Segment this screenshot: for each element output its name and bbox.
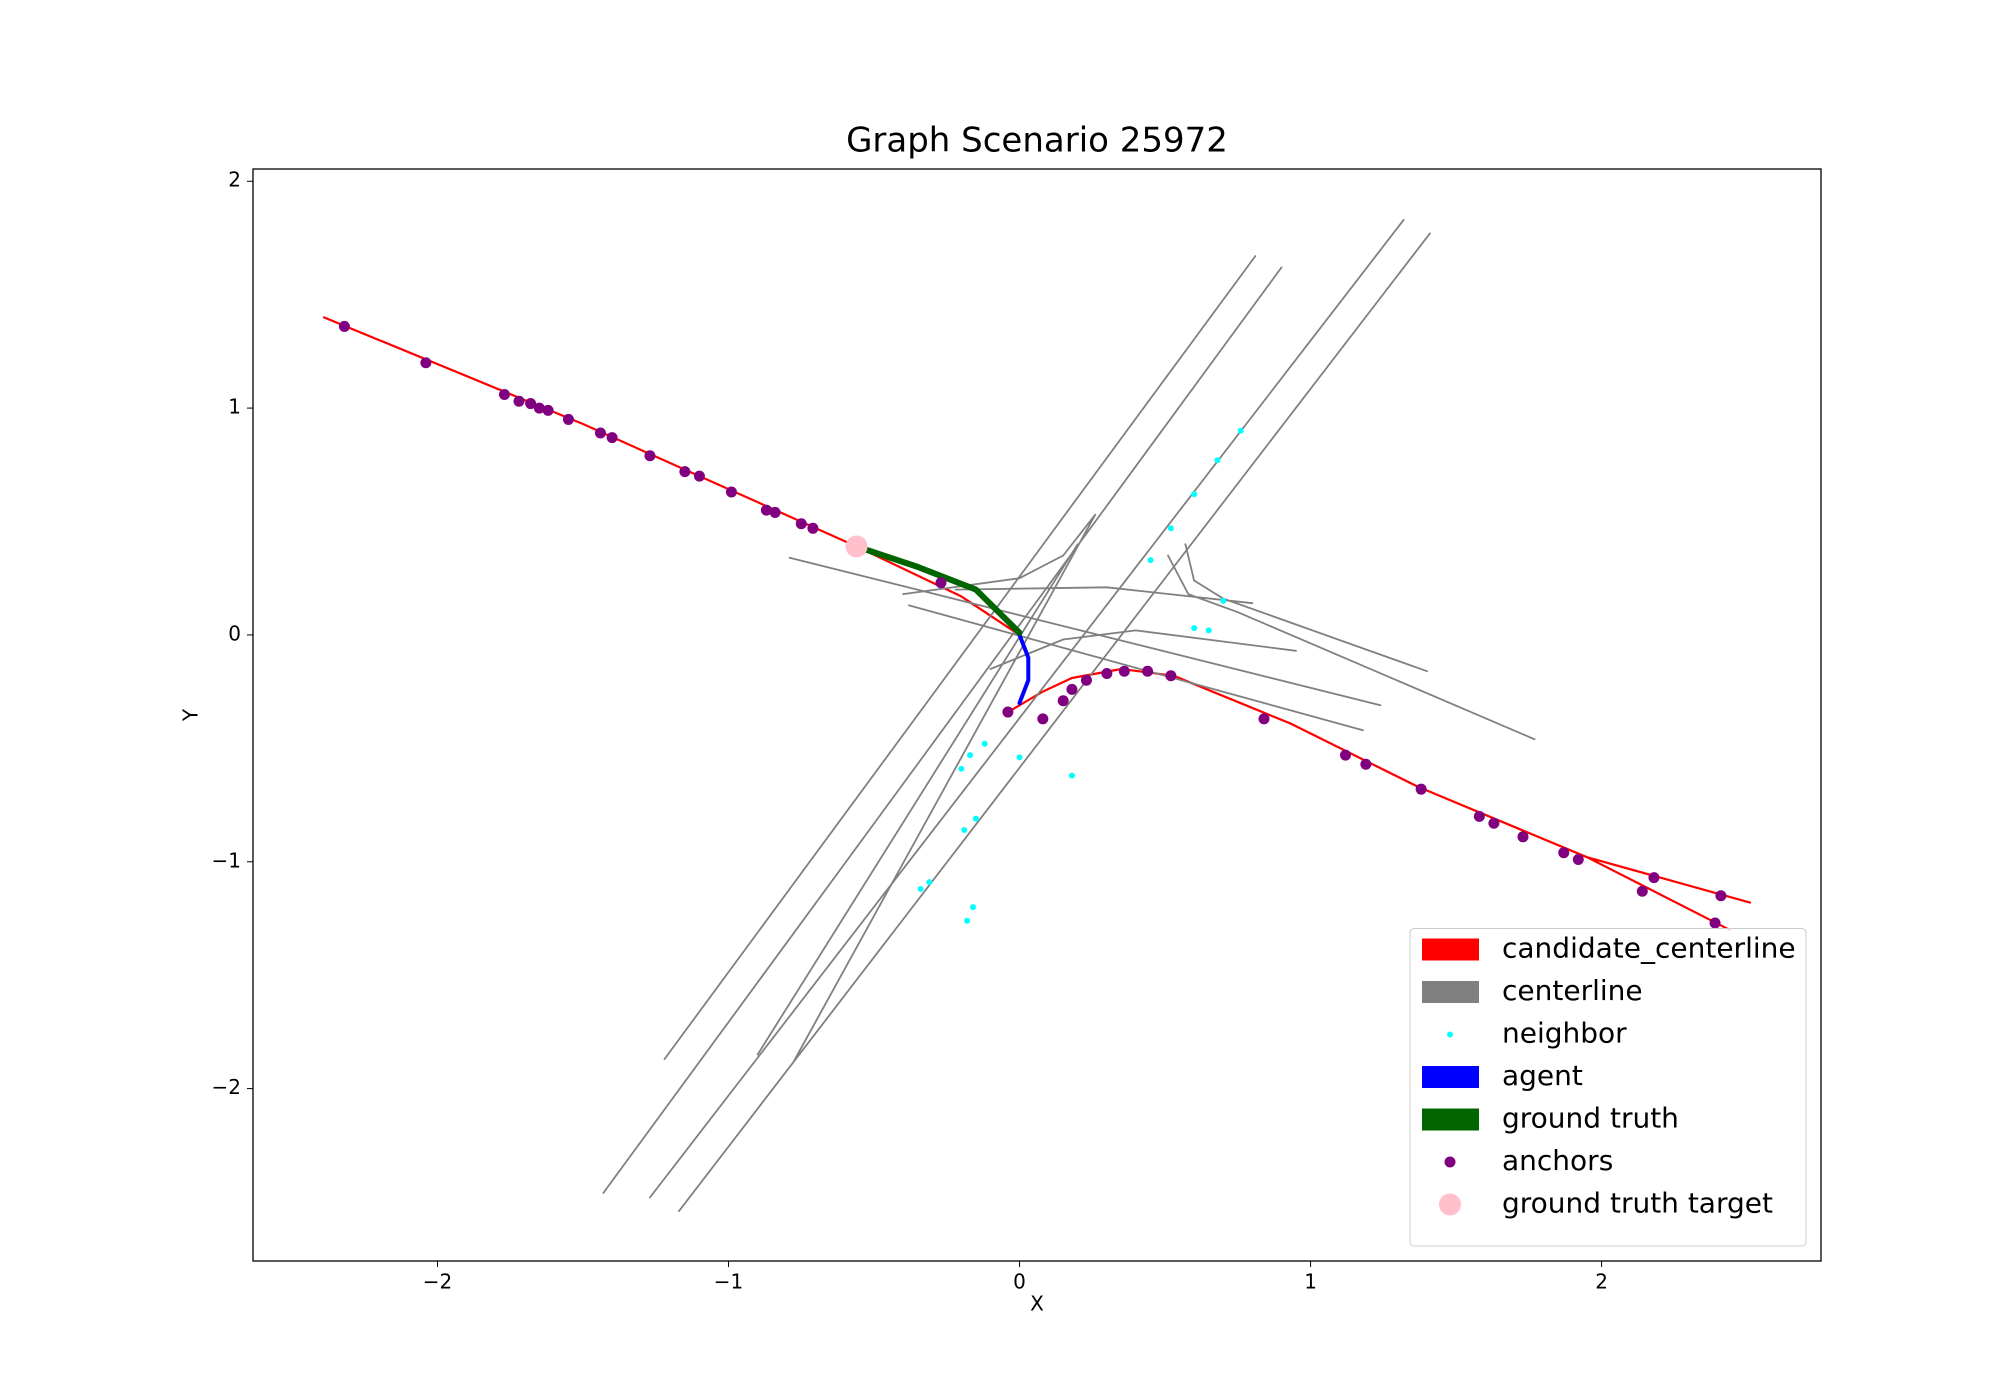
point xyxy=(1142,665,1154,677)
plot-area xyxy=(322,218,1752,1212)
point xyxy=(1037,713,1049,725)
y-tick-label: −2 xyxy=(212,1075,241,1099)
point xyxy=(969,904,976,911)
point xyxy=(972,815,979,822)
legend-swatch xyxy=(1422,938,1479,961)
point xyxy=(1517,831,1529,843)
point xyxy=(513,395,525,407)
point xyxy=(338,320,350,332)
point xyxy=(1648,872,1660,884)
point xyxy=(1002,706,1014,718)
x-tick-label: 2 xyxy=(1595,1270,1608,1294)
y-tick-label: −1 xyxy=(212,848,241,872)
point xyxy=(1205,627,1212,634)
point xyxy=(1258,713,1270,725)
point xyxy=(1057,695,1069,707)
x-tick-label: −2 xyxy=(423,1270,452,1294)
point xyxy=(1191,491,1198,498)
point xyxy=(1636,885,1648,897)
point xyxy=(926,879,933,886)
point xyxy=(1415,783,1427,795)
point xyxy=(1147,557,1154,564)
point xyxy=(917,885,924,892)
legend-box xyxy=(1409,928,1807,1247)
point xyxy=(807,522,819,534)
point xyxy=(1360,758,1372,770)
legend-label: ground truth xyxy=(1502,1102,1679,1135)
point xyxy=(760,504,772,516)
point xyxy=(533,402,545,414)
x-tick-label: −1 xyxy=(714,1270,743,1294)
legend-marker xyxy=(1447,1031,1453,1038)
legend-label: agent xyxy=(1502,1059,1583,1092)
point xyxy=(1220,597,1227,604)
legend-label: centerline xyxy=(1502,974,1643,1007)
point xyxy=(1016,754,1023,761)
y-tick-label: 2 xyxy=(228,168,241,192)
point xyxy=(1339,749,1351,761)
x-tick-label: 0 xyxy=(1013,1270,1026,1294)
point xyxy=(981,740,988,747)
legend-swatch xyxy=(1422,1108,1479,1131)
y-tick-label: 1 xyxy=(228,395,241,419)
series-line xyxy=(853,543,1023,636)
y-tick-label: 0 xyxy=(228,621,241,645)
point xyxy=(1214,457,1221,464)
point xyxy=(1237,427,1244,434)
chart-title: Graph Scenario 25972 xyxy=(846,121,1228,161)
point xyxy=(1167,525,1174,532)
point xyxy=(845,535,868,558)
series-line xyxy=(602,218,1536,1212)
point xyxy=(1715,890,1727,902)
legend-swatch xyxy=(1422,1066,1479,1088)
point xyxy=(1101,667,1113,679)
point xyxy=(1473,810,1485,822)
point xyxy=(1709,917,1721,929)
x-tick-label: 1 xyxy=(1304,1270,1317,1294)
point xyxy=(1572,853,1584,865)
point xyxy=(562,413,574,425)
legend-marker xyxy=(1444,1156,1456,1168)
point xyxy=(964,917,971,924)
point xyxy=(1488,817,1500,829)
axes-frame xyxy=(252,168,1822,1262)
point xyxy=(795,518,807,530)
legend-label: ground truth target xyxy=(1502,1187,1773,1220)
point xyxy=(498,388,510,400)
point xyxy=(769,506,781,518)
point xyxy=(594,427,606,439)
point xyxy=(1080,674,1092,686)
point xyxy=(967,752,974,759)
point xyxy=(420,357,432,369)
point xyxy=(935,577,947,589)
legend-swatch xyxy=(1422,981,1479,1003)
point xyxy=(606,432,618,444)
point xyxy=(1066,683,1078,695)
point xyxy=(679,466,691,478)
legend-marker xyxy=(1439,1193,1461,1216)
point xyxy=(542,404,554,416)
point xyxy=(644,450,656,462)
legend-label: neighbor xyxy=(1502,1017,1627,1050)
point xyxy=(958,765,965,772)
point xyxy=(1068,772,1075,779)
legend-label: anchors xyxy=(1502,1144,1613,1177)
y-axis-label: Y xyxy=(179,708,203,722)
legend-label: candidate_centerline xyxy=(1502,932,1796,965)
point xyxy=(1558,847,1570,859)
point xyxy=(693,470,705,482)
point xyxy=(725,486,737,498)
point xyxy=(1165,670,1177,682)
point xyxy=(961,827,968,834)
x-axis-label: X xyxy=(1030,1292,1044,1316)
series-line xyxy=(1017,632,1031,705)
point xyxy=(1118,665,1130,677)
point xyxy=(1191,625,1198,632)
point xyxy=(525,398,537,410)
